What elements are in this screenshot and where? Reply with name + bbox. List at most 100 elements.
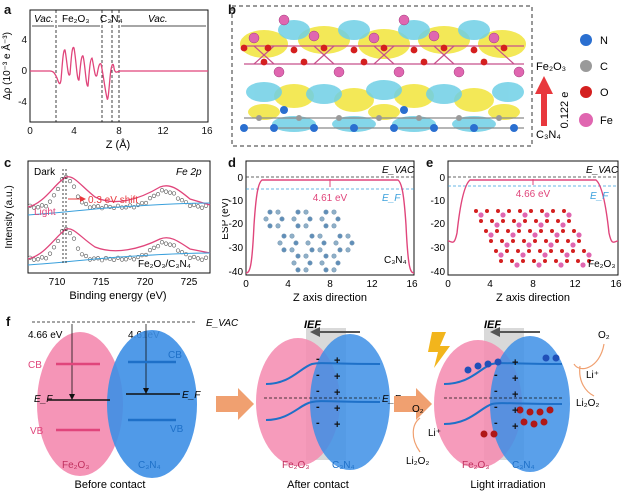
lattice-atom [490,219,494,223]
charge-transfer-arrow [541,92,547,126]
lattice-atom [566,239,570,243]
xps-data-point [115,255,121,260]
xps-data-point [87,205,93,210]
f-li-left: Li⁺ [428,428,441,439]
xps-data-point [67,230,73,236]
lattice-atom [323,223,329,229]
c-dark-points [27,174,209,263]
a-xtick: 8 [116,126,122,137]
xps-data-point [191,254,197,260]
a-xtick: 0 [27,126,33,137]
lattice-atom [505,249,509,253]
d-ytick: 0 [237,173,243,184]
a-region-vac-left: Vac. [34,14,54,25]
lattice-atom [514,262,520,268]
b-label-bottom: C₃N₄ [536,129,561,141]
xps-data-point [39,203,45,208]
d-xtick: 16 [406,279,418,290]
e-wf: 4.66 eV [516,189,551,200]
f-ief-1: IEF [304,319,321,331]
f-li-right: Li⁺ [586,370,599,381]
lattice-atom [295,223,301,229]
xps-data-point [47,251,53,256]
a-ylabel: Δρ (10⁻³ e Å⁻³) [0,32,13,100]
xps-data-point [159,240,165,245]
lattice-atom [522,212,528,218]
d-ef: E_F [382,193,401,204]
xps-data-point [91,204,97,209]
panel-d: d 4.61 eV E_VAC E_F C₃N₄ 0 -10 -20 -30 -… [220,155,422,305]
xps-data-point [163,189,169,194]
xps-data-point [167,190,173,195]
xps-data-point [51,193,57,198]
xps-data-point [35,205,41,210]
xps-data-point [187,203,193,208]
lattice-atom [507,209,511,213]
lattice-atom [554,232,560,238]
lattice-atom [504,242,510,248]
xps-data-point [75,246,81,251]
xps-data-point [83,201,89,207]
lattice-atom [485,209,489,213]
b-label-top: Fe₂O₃ [536,61,566,73]
b-legend: N C O Fe [579,34,613,127]
lattice-atom [295,253,301,259]
xps-data-point [75,194,81,199]
lattice-atom [496,209,500,213]
lattice-atom [488,232,494,238]
f-o2-left: O₂ [412,404,424,415]
lattice-atom [323,209,329,215]
xps-data-point [123,257,129,262]
e-xtick: 8 [530,279,536,290]
xps-data-point [167,242,173,247]
e-xtick: 4 [487,279,493,290]
a-xtick: 4 [71,126,77,137]
lattice-atom [517,229,521,233]
lattice-atom [263,216,269,222]
lattice-atom [564,252,570,258]
f-li2o2-right: Li₂O₂ [576,398,599,409]
lattice-atom [571,249,575,253]
xps-data-point [143,200,149,206]
lattice-atom [494,222,500,228]
lattice-atom [319,260,325,266]
xps-data-point [199,257,205,262]
lattice-atom [538,222,544,228]
xps-data-point [95,204,101,209]
e-ytick: -20 [431,219,446,230]
legend-o: O [600,87,609,99]
xps-data-point [187,255,193,260]
e-material: Fe₂O₃ [588,259,615,270]
e-evac: E_VAC [586,165,619,176]
svg-text:-: - [316,417,320,429]
xps-data-point [55,186,61,192]
svg-text:-: - [316,401,320,413]
lattice-atom [532,232,538,238]
a-xlabel: Z (Å) [106,138,130,151]
lattice-atom [317,233,323,239]
xps-data-point [83,253,89,259]
xps-data-point [43,256,49,261]
xps-data-point [131,257,137,262]
xps-data-point [183,252,189,257]
c-xtick: 725 [181,277,198,288]
lattice-atom [277,240,283,246]
f-caption-light: Light irradiation [470,479,545,491]
f-cb-fe: CB [28,360,42,371]
lattice-atom [293,240,299,246]
xps-data-point [35,257,41,262]
lattice-atom [479,219,483,223]
f-ef-cn: E_F [182,390,201,401]
lattice-atom [323,253,329,259]
xps-data-point [111,257,117,263]
lattice-atom [566,212,572,218]
lattice-atom [521,259,525,263]
lattice-atom [526,242,532,248]
xps-data-point [107,204,113,210]
lattice-atom [528,229,532,233]
xps-data-point [175,196,181,201]
a-xtick: 16 [201,126,213,137]
lattice-atom [576,232,582,238]
lattice-atom [511,239,515,243]
lattice-atom [337,247,343,253]
